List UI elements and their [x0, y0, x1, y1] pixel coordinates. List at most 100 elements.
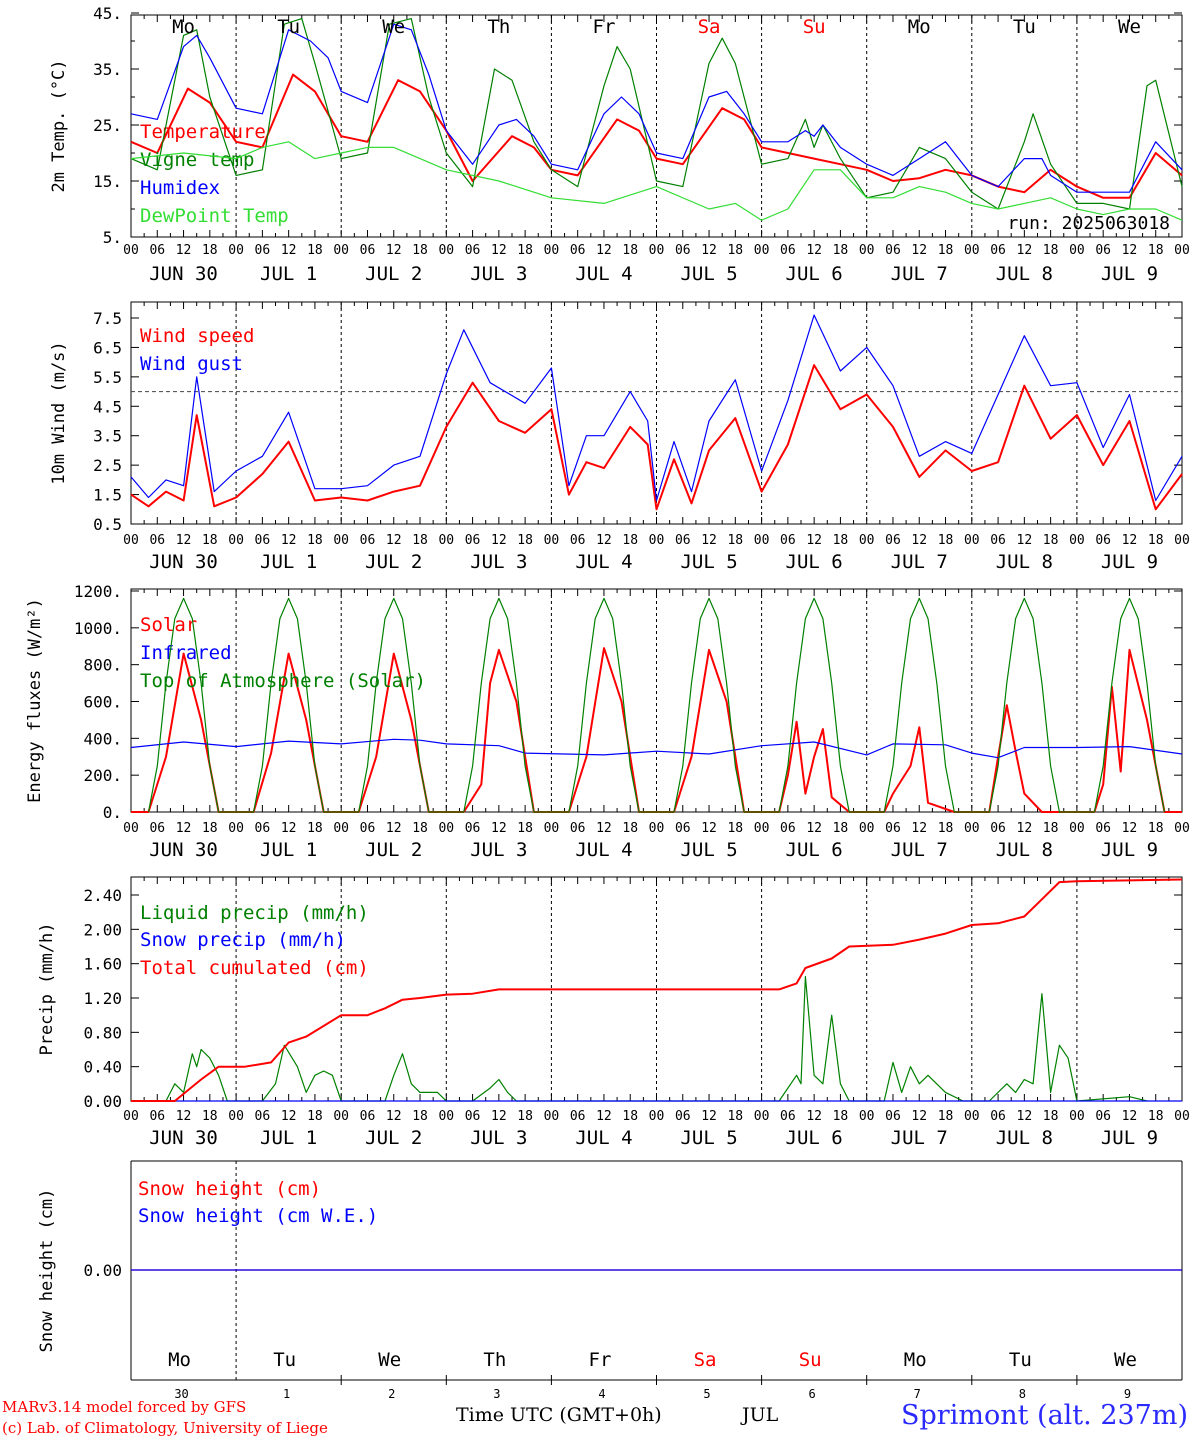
y-tick-label: 7.5 — [93, 309, 122, 328]
date-label: JUL 9 — [1101, 551, 1158, 573]
hour-label: 12 — [176, 533, 192, 548]
weekday-label-top: Th — [487, 16, 510, 38]
hour-label: 06 — [1095, 533, 1111, 548]
hour-label: 12 — [281, 821, 297, 836]
hour-label: 00 — [1174, 1109, 1190, 1124]
hour-label: 00 — [228, 243, 244, 258]
date-label: JUL 9 — [1101, 263, 1158, 285]
y-tick-label: 800. — [83, 656, 122, 675]
hour-label: 00 — [333, 1109, 349, 1124]
weekday-label-top: Sa — [698, 16, 721, 38]
weekday-label-top: Mo — [908, 16, 931, 38]
series-line-wind-speed — [130, 364, 1183, 511]
hour-label: 12 — [281, 243, 297, 258]
hour-label: 00 — [1069, 243, 1085, 258]
date-label: JUL 3 — [470, 1127, 527, 1149]
date-label: JUN 30 — [149, 263, 218, 285]
hour-label: 12 — [596, 1109, 612, 1124]
y-tick-label: 600. — [83, 693, 122, 712]
hour-label: 12 — [1017, 533, 1033, 548]
y-tick-label: 15. — [93, 172, 122, 191]
hour-label: 00 — [754, 243, 770, 258]
date-label: JUL 6 — [786, 839, 843, 861]
series-line-vigne-temp — [130, 18, 1183, 210]
date-label: JUL 3 — [470, 551, 527, 573]
hour-label: 18 — [412, 1109, 428, 1124]
hour-label: 12 — [1122, 821, 1138, 836]
date-label: JUN 30 — [149, 1127, 218, 1149]
y-tick-label: 2.00 — [83, 920, 122, 939]
y-tick-label: 0. — [103, 803, 122, 822]
hour-label: 12 — [491, 533, 507, 548]
hour-label: 18 — [622, 533, 638, 548]
date-label: JUL 4 — [575, 551, 632, 573]
day-number-label: 7 — [914, 1387, 921, 1401]
hour-label: 18 — [412, 243, 428, 258]
hour-label: 18 — [202, 821, 218, 836]
weekday-label-bottom: Mo — [168, 1349, 191, 1371]
hour-label: 18 — [938, 1109, 954, 1124]
date-label: JUL 4 — [575, 263, 632, 285]
weekday-label-bottom: Mo — [904, 1349, 927, 1371]
time-axis-label: Time UTC (GMT+0h) — [456, 1404, 662, 1426]
hour-label: 00 — [544, 821, 560, 836]
hour-label: 18 — [833, 1109, 849, 1124]
weekday-label-top: Fr — [593, 16, 616, 38]
y-tick-label: 2.40 — [83, 886, 122, 905]
hour-label: 18 — [727, 1109, 743, 1124]
hour-label: 06 — [885, 821, 901, 836]
hour-label: 06 — [1095, 821, 1111, 836]
legend-entry: Snow precip (mm/h) — [140, 929, 346, 951]
legend-entry: Snow height (cm W.E.) — [138, 1205, 378, 1227]
hour-label: 00 — [964, 1109, 980, 1124]
y-tick-label: 25. — [93, 116, 122, 135]
date-label: JUL 2 — [365, 263, 422, 285]
date-label: JUL 9 — [1101, 839, 1158, 861]
hour-label: 18 — [1148, 821, 1164, 836]
hour-label: 06 — [149, 243, 165, 258]
y-tick-label: 400. — [83, 729, 122, 748]
y-tick-label: 5. — [103, 228, 122, 247]
hour-label: 12 — [176, 821, 192, 836]
hour-label: 12 — [386, 243, 402, 258]
hour-label: 06 — [149, 821, 165, 836]
hour-label: 06 — [780, 533, 796, 548]
hour-label: 12 — [491, 1109, 507, 1124]
hour-label: 06 — [780, 1109, 796, 1124]
hour-label: 00 — [1069, 533, 1085, 548]
hour-label: 06 — [465, 243, 481, 258]
y-tick-label: 5.5 — [93, 368, 122, 387]
date-label: JUL 4 — [575, 839, 632, 861]
date-label: JUL 5 — [680, 1127, 737, 1149]
hour-label: 12 — [176, 243, 192, 258]
hour-label: 12 — [386, 1109, 402, 1124]
hour-label: 12 — [701, 1109, 717, 1124]
date-label: JUL 7 — [891, 551, 948, 573]
date-label: JUL 8 — [996, 263, 1053, 285]
series-line-total-cumulated-cm- — [131, 878, 1183, 1102]
y-tick-label: 2.5 — [93, 456, 122, 475]
hour-label: 00 — [544, 243, 560, 258]
date-label: JUL 2 — [365, 1127, 422, 1149]
hour-label: 00 — [754, 533, 770, 548]
station-title: Sprimont (alt. 237m) — [901, 1400, 1188, 1431]
hour-label: 18 — [938, 821, 954, 836]
hour-label: 12 — [281, 1109, 297, 1124]
hour-label: 00 — [333, 533, 349, 548]
legend-entry: Humidex — [140, 177, 220, 199]
hour-label: 06 — [885, 243, 901, 258]
date-label: JUL 3 — [470, 263, 527, 285]
date-label: JUN 30 — [149, 839, 218, 861]
lab-credit-line: (c) Lab. of Climatology, University of L… — [2, 1419, 328, 1437]
hour-label: 00 — [123, 1109, 139, 1124]
hour-label: 00 — [754, 1109, 770, 1124]
hour-label: 18 — [938, 533, 954, 548]
y-tick-label: 0.40 — [83, 1058, 122, 1077]
hour-label: 12 — [1122, 243, 1138, 258]
hour-label: 06 — [780, 821, 796, 836]
hour-label: 00 — [754, 821, 770, 836]
hour-label: 06 — [1095, 1109, 1111, 1124]
panel-frame-2 — [130, 588, 1183, 813]
day-number-label: 9 — [1124, 1387, 1131, 1401]
hour-label: 18 — [938, 243, 954, 258]
